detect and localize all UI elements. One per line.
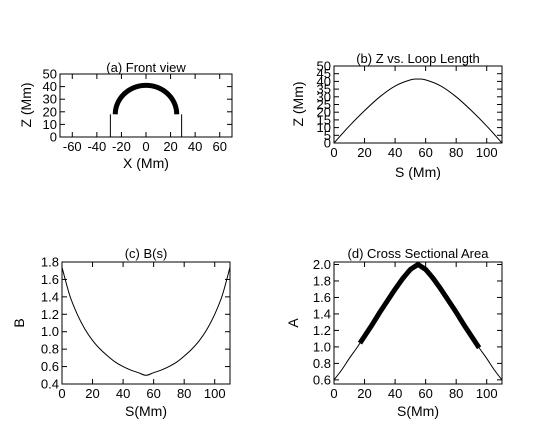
panel-d-ytick-label: 2.0 [313, 257, 331, 272]
panel-d-ytick-label: 1.4 [313, 306, 331, 321]
panel-c-ytick-label: 1.4 [41, 289, 59, 304]
panel-b-ytick-label: 45 [317, 66, 331, 81]
panel-c-frame [61, 261, 231, 385]
panel-b-xtick-label: 40 [388, 145, 402, 160]
panel-a-xtick-label: -60 [63, 139, 82, 154]
panel-a-ytick-label: 0 [50, 130, 57, 145]
panel-a-xtick-label: 0 [142, 139, 149, 154]
panel-b-title: (b) Z vs. Loop Length [356, 51, 480, 66]
panel-a-ytick-label: 20 [43, 104, 57, 119]
panel-d-xtick-label: 40 [388, 386, 402, 401]
panel-a-xtick-label: 40 [188, 139, 202, 154]
panel-c-ytick-label: 1.6 [41, 272, 59, 287]
panel-a-title: (a) Front view [106, 60, 186, 75]
panel-c-ytick-label: 1.8 [41, 255, 59, 270]
panel-b-ytick-label: 15 [317, 112, 331, 127]
panel-d-xtick-label: 60 [418, 386, 432, 401]
panel-d-ytick-label: 0.8 [313, 356, 331, 371]
loop-arc [112, 82, 180, 115]
panel-b-xtick-label: 60 [418, 145, 432, 160]
panel-c-xtick-label: 0 [58, 386, 65, 401]
panel-b-ytick-label: 35 [317, 82, 331, 97]
panel-c-ylabel: B [11, 318, 27, 327]
panel-b-xtick-label: 0 [330, 145, 337, 160]
panel-c-xtick-label: 80 [177, 386, 191, 401]
panel-d-xlabel: S(Mm) [397, 403, 439, 419]
panel-c: (c) B(s) S(Mm) B 0 20 40 60 80 100 0.4 0.6 0.8 1.… [11, 246, 231, 419]
panel-c-xtick-label: 20 [85, 386, 99, 401]
panel-c-xtick-label: 100 [204, 386, 226, 401]
panel-a-ylabel: Z (Mm) [18, 82, 34, 127]
panel-d-xtick-label: 0 [330, 386, 337, 401]
panel-a-xtick-label: -20 [112, 139, 131, 154]
panel-b-ytick-label: 25 [317, 97, 331, 112]
panel-d: (d) Cross Sectional Area S(Mm) A 0 20 40 60… [285, 246, 503, 419]
panel-b-xtick-label: 20 [357, 145, 371, 160]
panel-b-ytick-label: 40 [317, 74, 331, 89]
panel-d-ytick-label: 1.8 [313, 273, 331, 288]
panel-d-ytick-label: 0.6 [313, 372, 331, 387]
panel-d-ytick-label: 1.6 [313, 290, 331, 305]
panel-b-ytick-label: 0 [324, 136, 331, 151]
panel-c-xlabel: S(Mm) [125, 403, 167, 419]
panel-d-xtick-label: 20 [357, 386, 371, 401]
panel-a-xtick-label: 20 [163, 139, 177, 154]
panel-b-ylabel: Z (Mm) [290, 81, 306, 126]
panel-c-ytick-label: 1.2 [41, 307, 59, 322]
panel-b-ytick-label: 10 [317, 120, 331, 135]
panel-b-ytick-label: 20 [317, 105, 331, 120]
panel-a-ytick-label: 50 [43, 67, 57, 82]
panel-c-xtick-label: 60 [146, 386, 160, 401]
panel-d-ylabel: A [285, 318, 301, 328]
panel-b-xtick-label: 100 [476, 145, 498, 160]
panel-c-ytick-label: 0.8 [41, 342, 59, 357]
panel-c-ytick-label: 0.4 [41, 377, 59, 392]
panel-d-frame [333, 261, 503, 385]
panel-b-series-line [334, 78, 502, 143]
panel-b-ytick-label: 30 [317, 89, 331, 104]
panel-b-ytick-label: 5 [324, 128, 331, 143]
panel-a: (a) Front view X (Mm) Z (Mm) -60 -40 -20 0 2… [18, 60, 233, 171]
panel-b-xlabel: S (Mm) [395, 164, 441, 180]
panel-c-series-line [62, 267, 230, 376]
panel-a-ytick-label: 10 [43, 117, 57, 132]
panel-a-ytick-label: 30 [43, 92, 57, 107]
panel-d-title: (d) Cross Sectional Area [348, 246, 490, 261]
panel-c-ytick-label: 1.0 [41, 324, 59, 339]
panel-d-thick-segment [357, 262, 482, 350]
panel-a-xtick-label: 60 [212, 139, 226, 154]
panel-d-xtick-label: 100 [476, 386, 498, 401]
panel-a-xlabel: X (Mm) [123, 155, 169, 171]
panel-c-title: (c) B(s) [125, 246, 168, 261]
panel-a-xtick-label: -40 [87, 139, 106, 154]
panel-b-ytick-label: 50 [317, 59, 331, 74]
panel-d-ytick-label: 1.0 [313, 339, 331, 354]
panel-c-ytick-label: 0.6 [41, 359, 59, 374]
panel-c-xtick-label: 40 [116, 386, 130, 401]
panel-b: (b) Z vs. Loop Length S (Mm) Z (Mm) 0 20 4… [290, 51, 503, 180]
panel-b-xtick-label: 80 [449, 145, 463, 160]
panel-d-ytick-label: 1.2 [313, 323, 331, 338]
panel-a-ytick-label: 40 [43, 79, 57, 94]
panel-d-xtick-label: 80 [449, 386, 463, 401]
